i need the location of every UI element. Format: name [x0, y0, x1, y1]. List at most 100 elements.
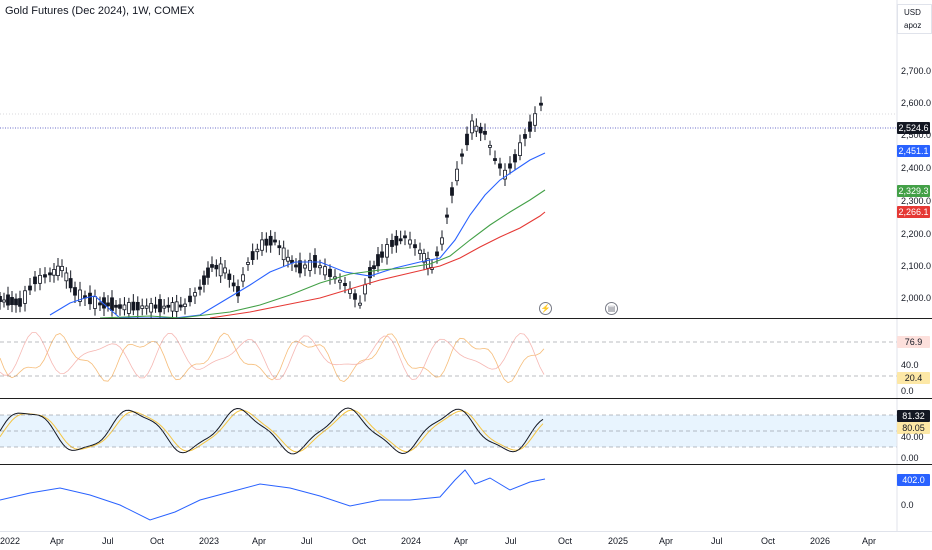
candle-body	[539, 102, 543, 106]
candle-body	[313, 255, 317, 268]
candle-body	[10, 297, 14, 305]
candle-body	[144, 305, 149, 309]
candle-body	[255, 248, 260, 253]
obv-tag: 402.0	[897, 474, 930, 486]
candle-body	[394, 235, 399, 246]
guide-lines-layer	[0, 0, 898, 531]
candle-body	[64, 272, 69, 282]
candle-body	[246, 261, 250, 265]
candle-body	[162, 305, 167, 309]
stoch-k-tag: 81.32	[897, 410, 930, 422]
candle-body	[98, 302, 102, 306]
time-axis-label: Jul	[711, 536, 723, 546]
candle-body	[166, 304, 171, 308]
candle-body	[43, 274, 47, 278]
time-axis-label: Jul	[505, 536, 517, 546]
time-axis-label: Oct	[558, 536, 573, 546]
candle-body	[450, 187, 454, 196]
candle-body	[440, 237, 444, 245]
price-axis-label: 2,200.0	[901, 229, 932, 239]
candle-body	[358, 302, 362, 306]
candle-body	[508, 163, 512, 169]
candle-body	[48, 272, 52, 276]
candle-body	[445, 214, 449, 218]
candle-body	[488, 144, 492, 148]
ma1-price-tag: 2,451.1	[897, 145, 930, 157]
candle-body	[153, 304, 158, 309]
stoch-level-label: 40.00	[901, 432, 924, 442]
candle-body	[110, 297, 114, 311]
ma1-line	[49, 152, 546, 319]
candle-body	[149, 303, 154, 313]
currency-unit-box[interactable]: USD apoz	[897, 4, 932, 34]
candle-body	[250, 251, 255, 260]
candle-body	[241, 274, 245, 282]
candle-body	[231, 282, 236, 287]
price-axis-label: 2,300.0	[901, 196, 932, 206]
candle-body	[56, 265, 60, 277]
time-axis-label: 2026	[810, 536, 831, 546]
lightning-icon[interactable]: ⚡	[539, 302, 552, 315]
stoch-d-line	[0, 409, 544, 453]
ma3-line	[209, 211, 546, 319]
time-axis-label: 2023	[199, 536, 220, 546]
pane-separator[interactable]	[0, 464, 932, 465]
candle-body	[174, 301, 179, 312]
candle-body	[18, 298, 22, 307]
candle-body	[135, 301, 140, 311]
candle-body	[372, 265, 376, 270]
candle-body	[88, 292, 92, 305]
candle-body	[126, 302, 131, 314]
time-axis-label: Apr	[659, 536, 674, 546]
candle-body	[158, 299, 162, 313]
symbol-title[interactable]: Gold Futures (Dec 2024), 1W, COMEX	[5, 5, 195, 17]
time-axis-label: 2022	[0, 536, 21, 546]
pane-separator[interactable]	[0, 318, 932, 319]
pane-separator[interactable]	[0, 398, 932, 399]
candle-body	[52, 269, 56, 276]
stoch-d-tag: 80.05	[897, 422, 930, 434]
candle-body	[318, 265, 322, 269]
candle-body	[286, 256, 290, 262]
candle-body	[23, 290, 27, 304]
candle-body	[118, 304, 122, 309]
candle-body	[385, 244, 389, 258]
candle-body	[294, 264, 298, 268]
candle-body	[422, 253, 426, 263]
price-axis-label: 2,400.0	[901, 163, 932, 173]
time-axis-label: Apr	[862, 536, 877, 546]
candle-body	[368, 267, 372, 279]
candle-body	[223, 267, 227, 274]
last-price-tag: 2,524.6	[897, 122, 930, 134]
candle-body	[131, 301, 136, 311]
candle-body	[0, 296, 2, 302]
rsi-level-label: 0.0	[901, 386, 914, 396]
candle-body	[218, 263, 223, 277]
time-axis-label: Oct	[352, 536, 367, 546]
candle-body	[390, 239, 394, 247]
time-axis-label: Oct	[150, 536, 165, 546]
currency-label: USD	[904, 8, 921, 17]
candle-body	[518, 142, 522, 156]
time-axis-label: 2025	[608, 536, 629, 546]
candle-body	[413, 244, 417, 249]
price-axis-label: 2,700.0	[901, 66, 932, 76]
candle-body	[470, 120, 474, 134]
candle-body	[303, 264, 307, 269]
candle-body	[33, 276, 37, 285]
candle-body	[493, 158, 497, 161]
candle-body	[214, 264, 219, 270]
candle-body	[380, 251, 384, 258]
time-axis-border	[0, 531, 932, 532]
candle-body	[198, 286, 202, 290]
price-axis-label: 2,600.0	[901, 98, 932, 108]
candle-body	[114, 304, 118, 308]
candle-body	[455, 168, 459, 182]
candle-body	[298, 260, 302, 274]
candle-body	[183, 303, 187, 307]
candle-body	[308, 259, 312, 271]
dividend-icon[interactable]: ▤	[605, 302, 618, 315]
candle-body	[2, 299, 6, 303]
candle-body	[68, 278, 73, 289]
